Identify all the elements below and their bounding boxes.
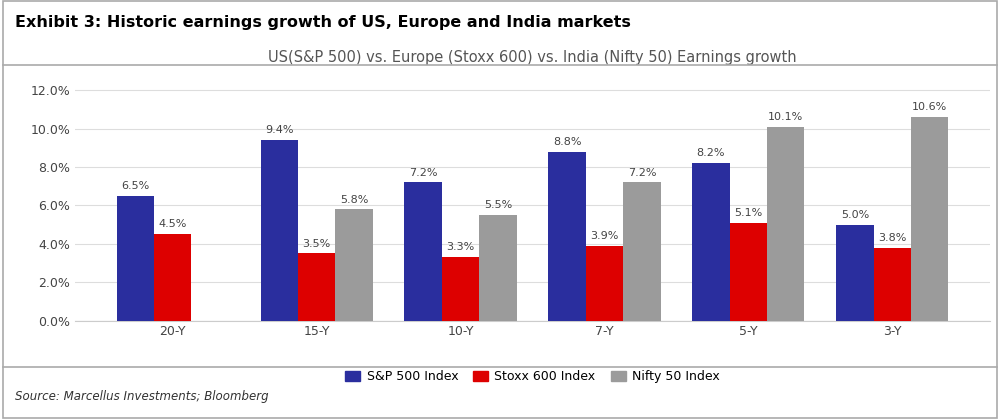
Bar [117,196,154,321]
Text: 8.2%: 8.2% [697,148,725,158]
Text: 3.8%: 3.8% [878,233,906,243]
Bar [874,248,911,321]
Bar [335,210,373,321]
Bar [911,117,948,321]
Bar [298,253,335,321]
Title: US(S&P 500) vs. Europe (Stoxx 600) vs. India (Nifty 50) Earnings growth: US(S&P 500) vs. Europe (Stoxx 600) vs. I… [268,49,797,65]
Text: 4.5%: 4.5% [159,220,187,230]
Bar [404,182,442,321]
Bar [623,182,661,321]
Text: 8.8%: 8.8% [553,137,581,147]
Text: Source: Marcellus Investments; Bloomberg: Source: Marcellus Investments; Bloomberg [15,390,269,403]
Text: 5.8%: 5.8% [340,194,368,204]
Text: 10.6%: 10.6% [912,103,947,112]
Bar [154,234,191,321]
Text: 5.5%: 5.5% [484,200,512,210]
Legend: S&P 500 Index, Stoxx 600 Index, Nifty 50 Index: S&P 500 Index, Stoxx 600 Index, Nifty 50… [345,370,720,383]
Bar [836,225,874,321]
Text: 7.2%: 7.2% [628,168,656,178]
Text: 10.1%: 10.1% [768,112,803,122]
Text: 5.1%: 5.1% [734,208,762,218]
Text: Exhibit 3: Historic earnings growth of US, Europe and India markets: Exhibit 3: Historic earnings growth of U… [15,15,631,30]
Bar [692,163,730,321]
Bar [548,152,586,321]
Bar [586,246,623,321]
Bar [479,215,517,321]
Text: 3.3%: 3.3% [446,243,475,253]
Text: 9.4%: 9.4% [265,125,293,135]
Bar [442,257,479,321]
Text: 6.5%: 6.5% [121,181,149,191]
Text: 5.0%: 5.0% [841,210,869,220]
Text: 3.5%: 3.5% [303,238,331,248]
Text: 3.9%: 3.9% [590,231,619,241]
Bar [767,127,804,321]
Bar [261,140,298,321]
Bar [730,223,767,321]
Text: 7.2%: 7.2% [409,168,437,178]
